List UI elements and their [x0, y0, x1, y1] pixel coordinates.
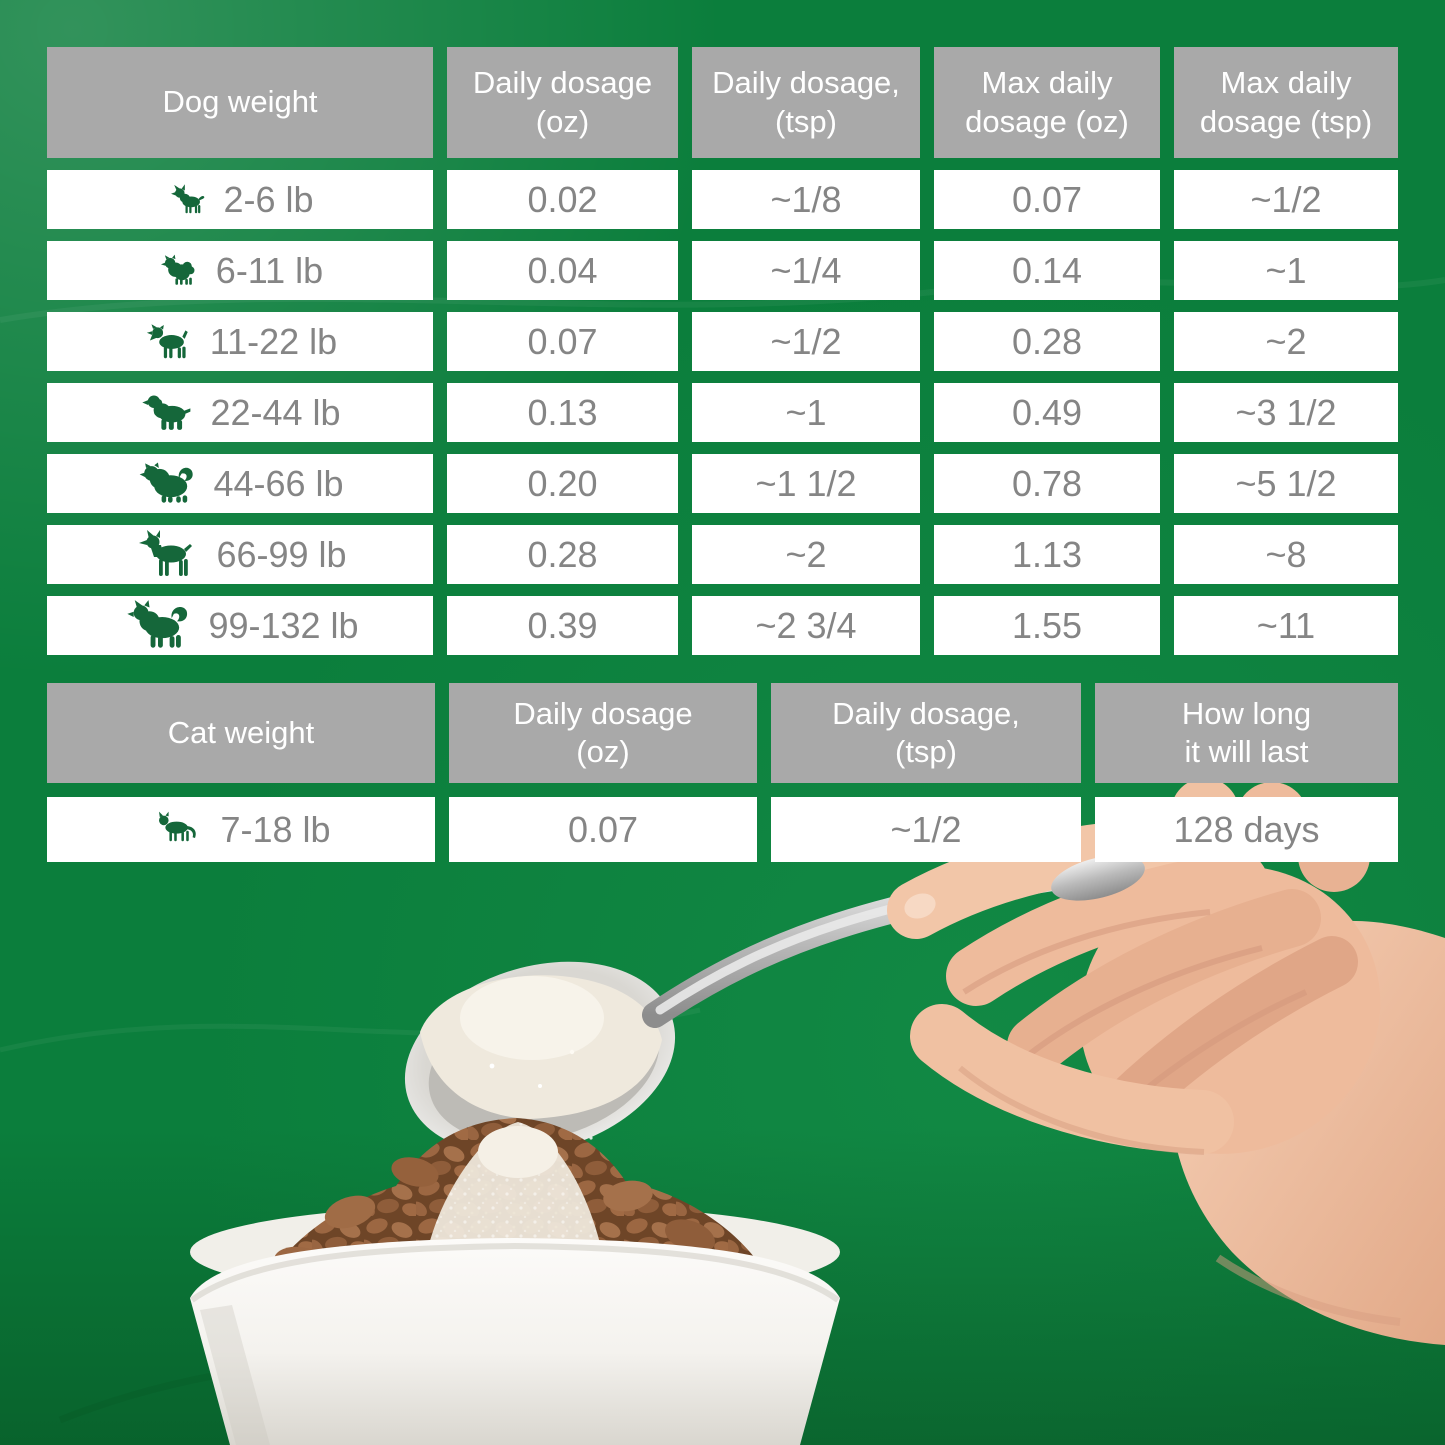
dog-table-header-daily-tsp: Daily dosage, (tsp) — [692, 47, 920, 158]
cat-table-header-daily-oz: Daily dosage (oz) — [449, 683, 757, 783]
table-cell: 0.13 — [447, 383, 678, 442]
table-cell: 0.04 — [447, 241, 678, 300]
fingernail — [904, 893, 936, 919]
table-cell: ~2 — [692, 525, 920, 584]
ring-finger — [1007, 889, 1321, 1075]
middle-finger — [946, 852, 1268, 1006]
cat-dosage-table: Cat weight Daily dosage (oz) Daily dosag… — [47, 683, 1398, 862]
table-cell: ~2 3/4 — [692, 596, 920, 655]
table-cell: ~1/8 — [692, 170, 920, 229]
pomeranian-dog-icon — [157, 254, 203, 288]
table-cell: ~1/2 — [1174, 170, 1398, 229]
table-row-weight: 44-66 lb — [47, 454, 433, 513]
table-cell: ~1/4 — [692, 241, 920, 300]
table-row-weight: 6-11 lb — [47, 241, 433, 300]
table-cell: ~3 1/2 — [1174, 383, 1398, 442]
dog-dosage-table: Dog weight Daily dosage (oz) Daily dosag… — [47, 47, 1398, 655]
chow-dog-icon — [136, 460, 200, 507]
cat-table-header-duration: How long it will last — [1095, 683, 1398, 783]
table-row-weight: 11-22 lb — [47, 312, 433, 371]
table-cell: 0.28 — [447, 525, 678, 584]
doberman-dog-icon — [133, 529, 203, 581]
table-cell: 0.14 — [934, 241, 1160, 300]
table-row-weight: 22-44 lb — [47, 383, 433, 442]
table-cell: ~1 — [1174, 241, 1398, 300]
thumb — [910, 1004, 1234, 1154]
table-cell: ~8 — [1174, 525, 1398, 584]
spaniel-dog-icon — [139, 391, 197, 434]
table-cell: 1.13 — [934, 525, 1160, 584]
table-cell: 0.39 — [447, 596, 678, 655]
table-cell: 0.20 — [447, 454, 678, 513]
table-row-weight: 2-6 lb — [47, 170, 433, 229]
dog-table-header-max-tsp: Max daily dosage (tsp) — [1174, 47, 1398, 158]
dog-table-header-max-oz: Max daily dosage (oz) — [934, 47, 1160, 158]
chihuahua-dog-icon — [166, 183, 210, 216]
table-cell: 128 days — [1095, 797, 1398, 862]
cat-table-header-daily-tsp: Daily dosage, (tsp) — [771, 683, 1081, 783]
table-cell: ~11 — [1174, 596, 1398, 655]
pet-food-bowl — [190, 1118, 840, 1445]
table-row-weight: 7-18 lb — [47, 797, 435, 862]
akita-dog-icon — [121, 598, 195, 653]
table-cell: 0.07 — [449, 797, 757, 862]
table-row-weight: 99-132 lb — [47, 596, 433, 655]
table-row-weight: 66-99 lb — [47, 525, 433, 584]
table-cell: 0.02 — [447, 170, 678, 229]
table-cell: ~5 1/2 — [1174, 454, 1398, 513]
bowl-wall — [190, 1238, 840, 1445]
cat-icon — [151, 809, 207, 851]
dog-table-header-weight: Dog weight — [47, 47, 433, 158]
table-cell: 0.49 — [934, 383, 1160, 442]
table-cell: 0.07 — [447, 312, 678, 371]
table-cell: ~1 1/2 — [692, 454, 920, 513]
cat-table-header-weight: Cat weight — [47, 683, 435, 783]
table-cell: 0.07 — [934, 170, 1160, 229]
table-cell: ~2 — [1174, 312, 1398, 371]
table-cell: ~1 — [692, 383, 920, 442]
spoon — [404, 859, 1105, 1155]
table-cell: ~1/2 — [692, 312, 920, 371]
terrier-dog-icon — [143, 322, 197, 362]
spoon-handle-end — [1051, 855, 1145, 901]
table-cell: 0.28 — [934, 312, 1160, 371]
table-cell: 1.55 — [934, 596, 1160, 655]
table-cell: 0.78 — [934, 454, 1160, 513]
dog-table-header-daily-oz: Daily dosage (oz) — [447, 47, 678, 158]
table-cell: ~1/2 — [771, 797, 1081, 862]
